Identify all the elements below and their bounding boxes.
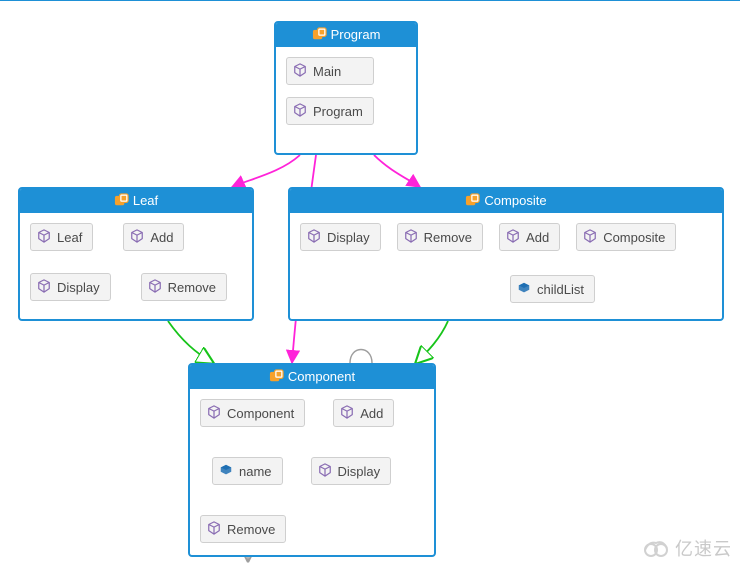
method-icon [404,229,424,246]
class-title-text: Composite [484,193,546,208]
member-component-name[interactable]: name [212,457,283,485]
member-composite-remove[interactable]: Remove [397,223,483,251]
diagram-canvas: 亿速云 Program Main Program Leaf Leaf Add D… [0,0,740,564]
member-label: Remove [227,522,275,537]
member-label: Component [227,406,294,421]
member-leaf-leaf[interactable]: Leaf [30,223,93,251]
method-icon [318,463,338,480]
method-icon [307,229,327,246]
class-box-program[interactable]: Program Main Program [274,21,418,155]
watermark: 亿速云 [641,535,732,561]
class-title-composite: Composite [290,189,722,213]
member-composite-add[interactable]: Add [499,223,560,251]
class-box-leaf[interactable]: Leaf Leaf Add Display Remove [18,187,254,321]
class-title-program: Program [276,23,416,47]
member-program-program[interactable]: Program [286,97,374,125]
member-label: Display [57,280,100,295]
member-composite-composite[interactable]: Composite [576,223,676,251]
method-icon [293,63,313,80]
class-title-text: Leaf [133,193,158,208]
member-program-main[interactable]: Main [286,57,374,85]
watermark-text: 亿速云 [675,535,732,561]
member-label: Display [338,464,381,479]
class-body-composite: Display Remove Add Composite childList [290,213,722,315]
member-label: Remove [424,230,472,245]
class-icon [312,27,331,42]
method-icon [293,103,313,120]
class-box-component[interactable]: Component Component Add name Display Rem… [188,363,436,557]
member-label: childList [537,282,584,297]
member-leaf-add[interactable]: Add [123,223,184,251]
class-body-leaf: Leaf Add Display Remove [20,213,252,313]
method-icon [37,279,57,296]
edge-0 [232,155,300,187]
edge-1 [374,155,420,187]
class-icon [114,193,133,208]
member-label: Main [313,64,341,79]
member-composite-childlist[interactable]: childList [510,275,595,303]
member-composite-display[interactable]: Display [300,223,381,251]
member-label: Add [526,230,549,245]
method-icon [148,279,168,296]
class-icon [465,193,484,208]
method-icon [583,229,603,246]
member-component-component[interactable]: Component [200,399,305,427]
field-icon [219,463,239,480]
edge-4 [416,321,448,363]
member-label: name [239,464,272,479]
member-component-display[interactable]: Display [311,457,392,485]
class-title-leaf: Leaf [20,189,252,213]
member-leaf-display[interactable]: Display [30,273,111,301]
edge-3 [168,321,213,363]
method-icon [37,229,57,246]
member-leaf-remove[interactable]: Remove [141,273,227,301]
member-label: Display [327,230,370,245]
class-body-program: Main Program [276,47,416,137]
class-box-composite[interactable]: Composite Display Remove Add Composite c… [288,187,724,321]
method-icon [130,229,150,246]
class-body-component: Component Add name Display Remove [190,389,434,555]
method-icon [207,405,227,422]
method-icon [340,405,360,422]
member-label: Add [360,406,383,421]
field-icon [517,281,537,298]
class-title-text: Program [331,27,381,42]
class-title-component: Component [190,365,434,389]
member-label: Composite [603,230,665,245]
class-icon [269,369,288,384]
method-icon [207,521,227,538]
member-label: Leaf [57,230,82,245]
member-label: Remove [168,280,216,295]
method-icon [506,229,526,246]
member-label: Add [150,230,173,245]
member-label: Program [313,104,363,119]
class-title-text: Component [288,369,355,384]
member-component-add[interactable]: Add [333,399,394,427]
member-component-remove[interactable]: Remove [200,515,286,543]
